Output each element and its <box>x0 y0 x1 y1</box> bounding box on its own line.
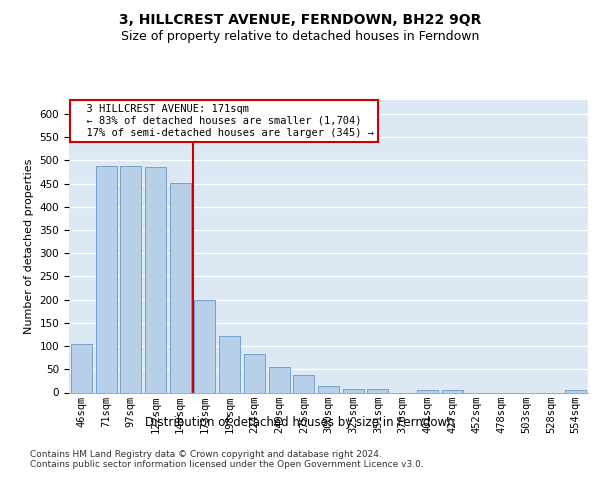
Bar <box>71 344 92 393</box>
Bar <box>145 168 166 392</box>
Y-axis label: Number of detached properties: Number of detached properties <box>24 158 34 334</box>
Bar <box>219 336 240 392</box>
Bar <box>170 182 191 392</box>
Text: Contains HM Land Registry data © Crown copyright and database right 2024.
Contai: Contains HM Land Registry data © Crown c… <box>30 450 424 469</box>
Text: Size of property relative to detached houses in Ferndown: Size of property relative to detached ho… <box>121 30 479 43</box>
Text: 3, HILLCREST AVENUE, FERNDOWN, BH22 9QR: 3, HILLCREST AVENUE, FERNDOWN, BH22 9QR <box>119 12 481 26</box>
Bar <box>244 354 265 393</box>
Bar <box>417 390 438 392</box>
Bar <box>367 389 388 392</box>
Bar <box>293 376 314 392</box>
Bar <box>442 390 463 392</box>
Bar <box>95 166 116 392</box>
Bar <box>194 300 215 392</box>
Text: Distribution of detached houses by size in Ferndown: Distribution of detached houses by size … <box>145 416 455 429</box>
Bar <box>565 390 586 392</box>
Bar <box>269 367 290 392</box>
Bar <box>120 166 141 392</box>
Bar <box>318 386 339 392</box>
Bar <box>343 389 364 392</box>
Text: 3 HILLCREST AVENUE: 171sqm
  ← 83% of detached houses are smaller (1,704)
  17% : 3 HILLCREST AVENUE: 171sqm ← 83% of deta… <box>74 104 374 138</box>
